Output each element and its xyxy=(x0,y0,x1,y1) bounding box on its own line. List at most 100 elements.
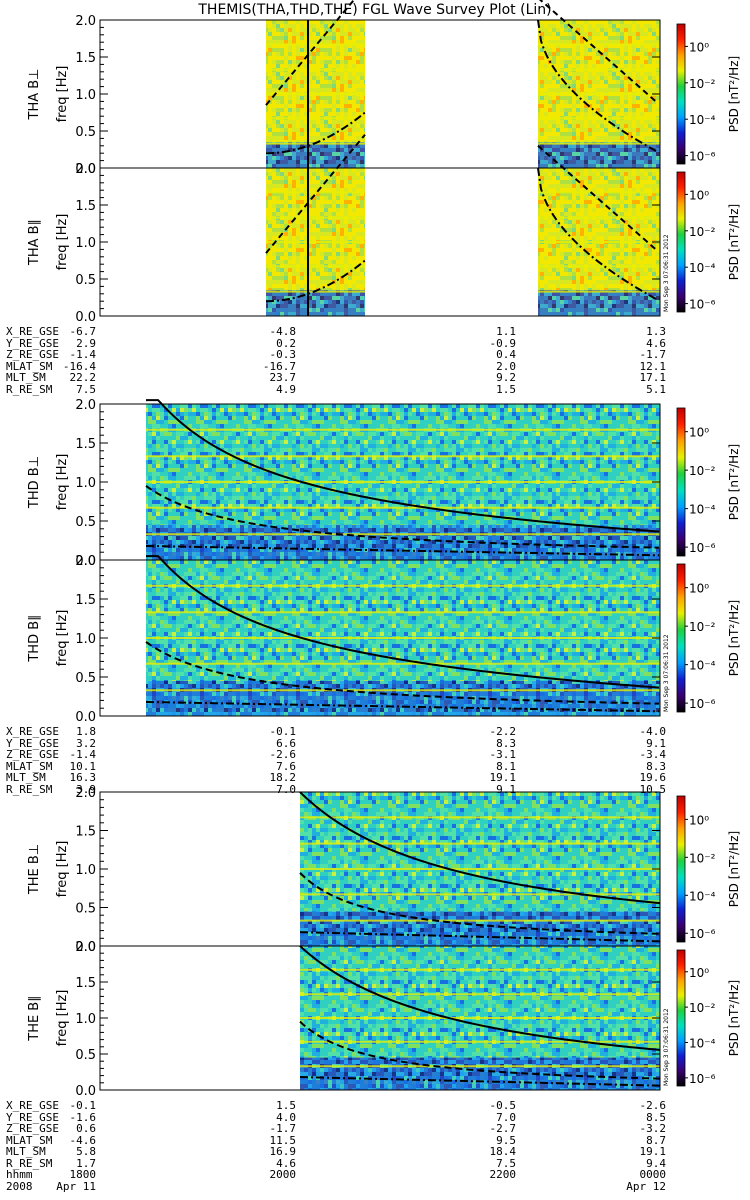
panel-label: THE B⊥ xyxy=(27,844,42,895)
ephemeris-row: X_RE_GSE -6.7 -4.8 1.1 1.3 xyxy=(6,326,744,338)
frequency-curve xyxy=(537,145,659,253)
ephemeris-value: -16.7 xyxy=(262,359,296,373)
ephemeris-label: X_RE_GSE xyxy=(6,725,59,738)
ephemeris-row: Y_RE_GSE -1.6 4.0 7.0 8.5 xyxy=(6,1110,744,1124)
y-tick-label: 0.0 xyxy=(75,1084,96,1099)
y-tick-label: 1.0 xyxy=(75,88,96,103)
ephemeris-value: 1.8 xyxy=(76,725,96,738)
ephemeris-value: -1.7 xyxy=(639,348,667,361)
panel-label: THA B∥ xyxy=(27,219,42,266)
y-tick-label: 1.5 xyxy=(75,199,96,214)
frequency-curve xyxy=(146,399,660,533)
ephemeris-row: hhmm 1800 2000 2200 0000 xyxy=(6,1169,744,1181)
ephemeris-value: Apr 12 xyxy=(626,1179,666,1193)
ephemeris-row: Y_RE_GSE 3.2 6.6 8.3 9.1 xyxy=(6,736,744,750)
colorbar-tick-label: 10⁻² xyxy=(689,620,716,634)
ephemeris-label: Y_RE_GSE xyxy=(6,1110,59,1124)
ephemeris-value: 7.0 xyxy=(276,782,296,796)
colorbar-tick-label: 10⁰ xyxy=(689,426,709,440)
ephemeris-row: R_RE_SM 1.7 4.6 7.5 9.4 xyxy=(6,1157,744,1170)
ephemeris-row: MLAT_SM -16.4 -16.7 2.0 12.1 xyxy=(6,359,744,373)
colorbar-tick-label: 10⁻⁴ xyxy=(689,503,716,517)
frequency-curve xyxy=(537,167,659,301)
ephemeris-row: R_RE_SM 3.9 7.0 9.1 10.5 xyxy=(6,782,744,796)
y-tick-label: 2.0 xyxy=(75,786,96,801)
colorbar-label: PSD [nT²/Hz] xyxy=(727,56,741,132)
ephemeris-value: -3.1 xyxy=(489,748,517,761)
ephemeris-value: 7.6 xyxy=(276,759,296,773)
y-tick-label: 2.0 xyxy=(75,14,96,29)
ephemeris-label: X_RE_GSE xyxy=(6,325,59,338)
probe-group-thd: 0.0 0.5 1.0 1.5 2.0 THD B⊥ freq [Hz] 10⁰ 10⁻² 10⁻… xyxy=(27,398,741,725)
y-axis-label: freq [Hz] xyxy=(55,214,70,271)
plot-title: THEMIS(THA,THD,THE) FGL Wave Survey Plot… xyxy=(198,2,552,18)
ephemeris-table-thd: X_RE_GSE 1.8 -0.1 -2.2 -4.0 Y_RE_GSE 3.2 6.6 8.3… xyxy=(6,726,744,795)
colorbar-tick-label: 10⁻⁴ xyxy=(689,1036,716,1050)
ephemeris-label: hhmm xyxy=(6,1168,33,1181)
spectrogram-panel: 0.0 0.5 1.0 1.5 2.0 THE B⊥ freq [Hz] 10⁰ 10⁻² 10⁻… xyxy=(27,786,741,955)
frequency-curve xyxy=(265,111,366,155)
ephemeris-table-the: X_RE_GSE -0.1 1.5 -0.5 -2.6 Y_RE_GSE -1.6 4.0 7.… xyxy=(6,1100,744,1192)
ephemeris-row: Z_RE_GSE 0.6 -1.7 -2.7 -3.2 xyxy=(6,1123,744,1135)
ephemeris-row: MLAT_SM -4.6 11.5 9.5 8.7 xyxy=(6,1134,744,1147)
ephemeris-value: 18.2 xyxy=(269,771,297,784)
ephemeris-label: MLT_SM xyxy=(6,771,46,784)
colorbar-tick-label: 10⁻⁶ xyxy=(689,697,716,711)
ephemeris-row: R_RE_SM 7.5 4.9 1.5 5.1 xyxy=(6,382,744,396)
ephemeris-value: 7.5 xyxy=(76,382,96,396)
ephemeris-value: -0.1 xyxy=(69,1099,97,1112)
generation-stamp: Mon Sep 3 07:06:31 2012 xyxy=(663,634,670,712)
ephemeris-value: 1.1 xyxy=(496,325,516,338)
panel-label: THE B∥ xyxy=(27,995,42,1041)
ephemeris-label: 2008 xyxy=(6,1179,33,1193)
y-tick-label: 1.0 xyxy=(75,863,96,878)
ephemeris-value: -3.4 xyxy=(639,748,667,761)
y-tick-label: 0.5 xyxy=(75,515,96,530)
ephemeris-row: MLT_SM 22.2 23.7 9.2 17.1 xyxy=(6,372,744,384)
y-tick-label: 0.0 xyxy=(75,554,96,569)
colorbar-tick-label: 10⁰ xyxy=(689,813,709,827)
colorbar xyxy=(676,949,686,1087)
spectrogram-panel: 0.0 0.5 1.0 1.5 2.0 THD B⊥ freq [Hz] 10⁰ 10⁻² 10⁻… xyxy=(27,398,741,569)
frequency-curve xyxy=(299,931,661,943)
ephemeris-value: -6.7 xyxy=(69,325,97,338)
probe-group-tha: 0.0 0.5 1.0 1.5 2.0 THA B⊥ freq [Hz] 10⁰ 10⁻² 10⁻… xyxy=(27,0,741,325)
ephemeris-value: 1.5 xyxy=(276,1099,296,1112)
generation-stamp: Mon Sep 3 07:06:31 2012 xyxy=(663,1008,670,1086)
ephemeris-value: 19.6 xyxy=(639,771,667,784)
ephemeris-value: 8.3 xyxy=(646,759,666,773)
y-tick-label: 1.0 xyxy=(75,1012,96,1027)
y-tick-label: 2.0 xyxy=(75,940,96,955)
y-tick-label: 1.0 xyxy=(75,476,96,491)
ephemeris-value: 1.5 xyxy=(496,382,516,396)
ephemeris-value: 16.3 xyxy=(69,771,97,784)
ephemeris-value: 8.3 xyxy=(496,736,516,750)
ephemeris-value: 10.5 xyxy=(639,782,667,796)
colorbar-tick-label: 10⁰ xyxy=(689,966,709,980)
y-tick-label: 1.0 xyxy=(75,632,96,647)
ephemeris-value: -2.7 xyxy=(489,1122,517,1135)
y-axis-label: freq [Hz] xyxy=(55,66,70,123)
ephemeris-value: 19.1 xyxy=(489,771,517,784)
ephemeris-value: 22.2 xyxy=(69,371,97,384)
ephemeris-value: -2.6 xyxy=(269,748,297,761)
y-axis-label: freq [Hz] xyxy=(55,990,70,1047)
colorbar xyxy=(676,171,686,313)
low-frequency-band xyxy=(266,142,365,168)
ephemeris-label: MLAT_SM xyxy=(6,359,53,373)
ephemeris-value: 19.1 xyxy=(639,1145,667,1158)
ephemeris-label: Y_RE_GSE xyxy=(6,336,59,350)
y-tick-label: 0.5 xyxy=(75,671,96,686)
ephemeris-value: 16.9 xyxy=(269,1145,297,1158)
low-frequency-band xyxy=(266,290,365,316)
ephemeris-label: R_RE_SM xyxy=(6,382,53,396)
frequency-curve xyxy=(145,544,660,557)
colorbar-tick-label: 10⁻⁴ xyxy=(689,659,716,673)
frequency-curve xyxy=(145,485,660,549)
y-tick-label: 1.5 xyxy=(75,825,96,840)
ephemeris-value: 5.1 xyxy=(646,382,666,396)
ephemeris-label: MLAT_SM xyxy=(6,759,53,773)
colorbar-tick-label: 10⁻² xyxy=(689,77,716,91)
frequency-curve xyxy=(265,0,356,106)
ephemeris-row: Z_RE_GSE -1.4 -2.6 -3.1 -3.4 xyxy=(6,749,744,761)
